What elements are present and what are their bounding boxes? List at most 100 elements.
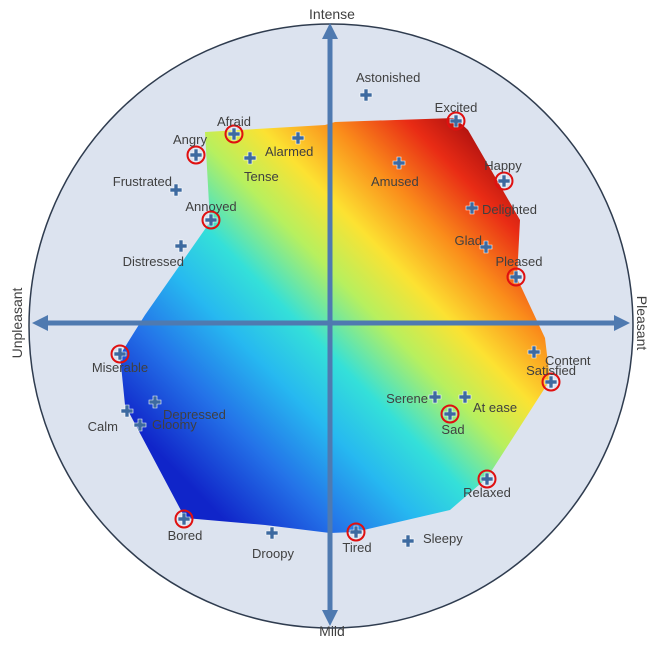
emotion-label: Annoyed xyxy=(185,199,236,214)
plus-marker-icon xyxy=(497,174,511,188)
emotion-point-content: Content xyxy=(527,345,591,368)
emotion-label: Distressed xyxy=(123,254,184,269)
emotion-label: Afraid xyxy=(217,114,251,129)
emotion-label: Bored xyxy=(168,528,203,543)
emotion-point-afraid: Afraid xyxy=(217,114,251,144)
emotion-point-tired: Tired xyxy=(342,522,372,555)
emotion-label: Pleased xyxy=(496,254,543,269)
plus-marker-icon xyxy=(174,239,188,253)
plus-marker-icon xyxy=(479,240,493,254)
emotion-label: Tired xyxy=(342,540,371,555)
emotion-point-relaxed: Relaxed xyxy=(463,469,511,500)
emotion-label: Frustrated xyxy=(113,174,172,189)
plus-marker-icon xyxy=(509,270,523,284)
plus-marker-icon xyxy=(359,88,373,102)
axis-label-right: Pleasant xyxy=(634,296,650,351)
plus-marker-icon xyxy=(480,472,494,486)
emotion-point-astonished: Astonished xyxy=(356,70,420,102)
plus-marker-icon xyxy=(291,131,305,145)
emotion-point-calm: Calm xyxy=(88,404,134,434)
emotion-label: Miserable xyxy=(92,360,148,375)
emotion-label: Sad xyxy=(441,422,464,437)
emotion-point-sleepy: Sleepy xyxy=(401,531,463,548)
emotion-point-satisfied: Satisfied xyxy=(526,363,576,392)
emotion-point-at-ease: At ease xyxy=(458,390,517,415)
highlight-ring xyxy=(477,469,497,489)
emotion-label: Alarmed xyxy=(265,144,313,159)
emotion-point-glad: Glad xyxy=(455,233,493,254)
emotion-point-distressed: Distressed xyxy=(123,239,188,269)
highlight-ring xyxy=(541,372,561,392)
emotion-label: Droopy xyxy=(252,546,294,561)
emotion-label: Delighted xyxy=(482,202,537,217)
plus-marker-icon xyxy=(189,148,203,162)
emotion-point-delighted: Delighted xyxy=(465,201,537,217)
plus-marker-icon xyxy=(243,151,257,165)
plus-marker-icon xyxy=(428,390,442,404)
plus-marker-icon xyxy=(148,395,162,409)
highlight-ring xyxy=(440,404,460,424)
plus-marker-icon xyxy=(443,407,457,421)
emotion-label: At ease xyxy=(473,400,517,415)
emotion-point-angry: Angry xyxy=(173,132,207,165)
plus-marker-icon xyxy=(265,526,279,540)
plus-marker-icon xyxy=(349,525,363,539)
emotion-point-pleased: Pleased xyxy=(496,254,543,287)
highlight-ring xyxy=(110,344,130,364)
plus-marker-icon xyxy=(449,114,463,128)
highlight-ring xyxy=(201,210,221,230)
plus-marker-icon xyxy=(120,404,134,418)
emotion-point-excited: Excited xyxy=(435,100,478,131)
axis-label-bottom: Mild xyxy=(319,623,345,639)
emotion-label: Tense xyxy=(244,169,279,184)
emotion-point-serene: Serene xyxy=(386,390,442,406)
plus-marker-icon xyxy=(392,156,406,170)
highlight-ring xyxy=(174,509,194,529)
plus-marker-icon xyxy=(527,345,541,359)
emotion-label: Serene xyxy=(386,391,428,406)
emotion-point-sad: Sad xyxy=(440,404,465,437)
emotion-label: Sleepy xyxy=(423,531,463,546)
highlight-ring xyxy=(494,171,514,191)
highlight-ring xyxy=(506,267,526,287)
plus-marker-icon xyxy=(204,213,218,227)
emotion-label: Excited xyxy=(435,100,478,115)
highlight-ring xyxy=(224,124,244,144)
emotion-point-depressed: Depressed xyxy=(148,395,226,422)
plus-marker-icon xyxy=(544,375,558,389)
plus-marker-icon xyxy=(133,418,147,432)
highlight-ring xyxy=(186,145,206,165)
emotion-label: Depressed xyxy=(163,407,226,422)
highlight-ring xyxy=(346,522,366,542)
emotion-markers: Astonished Excited Afraid Angry Alarmed Tense… xyxy=(88,70,591,561)
plus-marker-icon xyxy=(458,390,472,404)
emotion-point-miserable: Miserable xyxy=(92,344,148,375)
emotion-point-gloomy: Gloomy xyxy=(133,417,197,432)
highlight-ring xyxy=(446,111,466,131)
emotion-label: Satisfied xyxy=(526,363,576,378)
plus-marker-icon xyxy=(113,347,127,361)
emotion-point-happy: Happy xyxy=(484,158,522,191)
emotion-label: Happy xyxy=(484,158,522,173)
axis-label-left: Unpleasant xyxy=(9,287,25,358)
emotion-label: Calm xyxy=(88,419,118,434)
emotion-point-annoyed: Annoyed xyxy=(185,199,237,230)
plus-marker-icon xyxy=(227,127,241,141)
emotion-point-alarmed: Alarmed xyxy=(265,131,313,159)
emotion-label: Angry xyxy=(173,132,207,147)
emotion-label: Content xyxy=(545,353,591,368)
axis-label-top: Intense xyxy=(309,6,355,22)
plus-marker-icon xyxy=(465,201,479,215)
emotion-label: Amused xyxy=(371,174,419,189)
emotion-label: Gloomy xyxy=(152,417,197,432)
emotion-point-amused: Amused xyxy=(371,156,419,189)
emotion-label: Astonished xyxy=(356,70,420,85)
plus-marker-icon xyxy=(169,183,183,197)
emotion-point-frustrated: Frustrated xyxy=(113,174,183,197)
plus-marker-icon xyxy=(401,534,415,548)
emotion-label: Relaxed xyxy=(463,485,511,500)
emotion-point-bored: Bored xyxy=(168,509,203,543)
plus-marker-icon xyxy=(177,512,191,526)
